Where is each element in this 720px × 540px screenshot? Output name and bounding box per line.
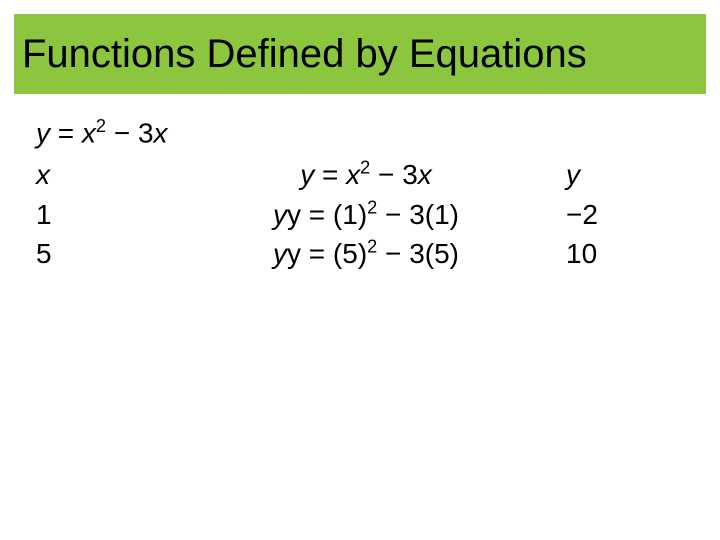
equation-definition: y = x2 − 3x <box>36 116 696 149</box>
expr-y: y <box>273 238 287 269</box>
hdr-mid-x2: x <box>418 159 432 190</box>
table-header-row: x y = x2 − 3x y <box>36 155 696 194</box>
function-table: x y = x2 − 3x y 1 yy = (1)2 − 3(1) −2 5 … <box>36 155 696 273</box>
eq-minus: − <box>114 117 138 148</box>
eq-lhs: y <box>36 117 50 148</box>
hdr-mid-x: x <box>346 159 360 190</box>
page-title: Functions Defined by Equations <box>22 32 587 77</box>
table-row: 1 yy = (1)2 − 3(1) −2 <box>36 195 696 234</box>
cell-y: −2 <box>546 195 686 234</box>
eq-equals: = <box>58 117 82 148</box>
eq-coef: 3 <box>138 117 154 148</box>
header-x: x <box>36 155 186 194</box>
eq-exp: 2 <box>96 116 106 136</box>
hdr-mid-coef: 3 <box>402 159 418 190</box>
header-y: y <box>546 155 686 194</box>
eq-var: x <box>82 117 96 148</box>
hdr-mid-y: y <box>300 159 314 190</box>
expr-y: y <box>273 199 287 230</box>
expr-body: y = (5)2 − 3(5) <box>287 238 459 269</box>
cell-expression: yy = (5)2 − 3(5) <box>186 234 546 273</box>
header-expression: y = x2 − 3x <box>186 155 546 194</box>
cell-x: 1 <box>36 195 186 234</box>
title-bar: Functions Defined by Equations <box>14 14 706 94</box>
cell-expression: yy = (1)2 − 3(1) <box>186 195 546 234</box>
cell-x: 5 <box>36 234 186 273</box>
hdr-mid-eq: = <box>322 159 346 190</box>
content-area: y = x2 − 3x x y = x2 − 3x y 1 yy = (1)2 … <box>36 116 696 273</box>
table-row: 5 yy = (5)2 − 3(5) 10 <box>36 234 696 273</box>
hdr-mid-exp: 2 <box>360 158 370 178</box>
hdr-mid-minus: − <box>378 159 402 190</box>
expr-body: y = (1)2 − 3(1) <box>287 199 459 230</box>
eq-var2: x <box>154 117 168 148</box>
cell-y: 10 <box>546 234 686 273</box>
